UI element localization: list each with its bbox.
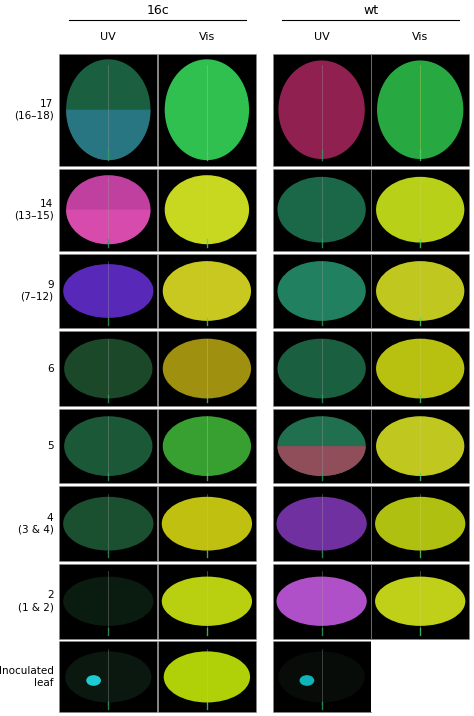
Bar [273, 564, 371, 639]
Ellipse shape [64, 339, 153, 398]
Text: 5: 5 [47, 441, 54, 451]
Ellipse shape [163, 416, 251, 476]
Ellipse shape [277, 416, 366, 476]
Text: 16c: 16c [146, 4, 169, 17]
Ellipse shape [375, 497, 465, 551]
Bar [371, 409, 469, 483]
Text: Vis: Vis [412, 32, 428, 42]
Bar [371, 332, 469, 406]
Bar [371, 642, 469, 712]
Ellipse shape [277, 261, 366, 321]
Ellipse shape [376, 339, 465, 398]
Ellipse shape [63, 497, 154, 551]
Ellipse shape [163, 261, 251, 321]
Bar [158, 253, 256, 329]
Text: 14
(13–15): 14 (13–15) [14, 199, 54, 221]
Bar [371, 486, 469, 561]
Text: 2
(1 & 2): 2 (1 & 2) [18, 591, 54, 612]
Bar [273, 253, 371, 329]
Bar [158, 486, 256, 561]
Bar [158, 409, 256, 483]
Bar [158, 564, 256, 639]
Text: 4
(3 & 4): 4 (3 & 4) [18, 513, 54, 534]
Ellipse shape [164, 59, 249, 160]
Text: wt: wt [364, 4, 378, 17]
Polygon shape [66, 210, 151, 244]
Ellipse shape [163, 339, 251, 398]
Ellipse shape [277, 339, 366, 398]
Bar [158, 332, 256, 406]
Ellipse shape [376, 416, 465, 476]
Ellipse shape [65, 652, 152, 702]
Bar [273, 486, 371, 561]
Ellipse shape [377, 60, 464, 159]
Bar [59, 168, 157, 251]
Text: UV: UV [314, 32, 329, 42]
Ellipse shape [63, 576, 154, 626]
Ellipse shape [276, 576, 367, 626]
Ellipse shape [162, 576, 252, 626]
Bar [59, 564, 157, 639]
Ellipse shape [277, 177, 366, 243]
Text: 6: 6 [47, 364, 54, 374]
Ellipse shape [376, 177, 465, 243]
Ellipse shape [278, 60, 365, 159]
Text: Inoculated
leaf: Inoculated leaf [0, 666, 54, 688]
Bar [273, 642, 371, 712]
Bar [59, 253, 157, 329]
Bar [158, 168, 256, 251]
Bar [371, 564, 469, 639]
Ellipse shape [86, 675, 101, 686]
Text: 9
(7–12): 9 (7–12) [20, 280, 54, 301]
Ellipse shape [66, 59, 151, 160]
Text: 17
(16–18): 17 (16–18) [14, 99, 54, 120]
Ellipse shape [66, 175, 151, 244]
Bar [59, 54, 157, 165]
Bar [273, 54, 371, 165]
Ellipse shape [300, 675, 314, 686]
Bar [59, 642, 157, 712]
Ellipse shape [276, 497, 367, 551]
Ellipse shape [375, 576, 465, 626]
Bar [158, 54, 256, 165]
Ellipse shape [162, 497, 252, 551]
Ellipse shape [278, 652, 365, 702]
Text: Vis: Vis [199, 32, 215, 42]
Ellipse shape [64, 416, 153, 476]
Ellipse shape [164, 175, 249, 244]
Bar [273, 332, 371, 406]
Bar [371, 54, 469, 165]
Bar [273, 409, 371, 483]
Polygon shape [277, 446, 366, 476]
Bar [371, 253, 469, 329]
Bar [273, 168, 371, 251]
Bar [59, 409, 157, 483]
Bar [371, 168, 469, 251]
Ellipse shape [376, 261, 465, 321]
Polygon shape [66, 110, 151, 160]
Bar [158, 642, 256, 712]
Ellipse shape [164, 652, 250, 702]
Bar [59, 332, 157, 406]
Ellipse shape [63, 264, 154, 318]
Text: UV: UV [100, 32, 116, 42]
Bar [59, 486, 157, 561]
